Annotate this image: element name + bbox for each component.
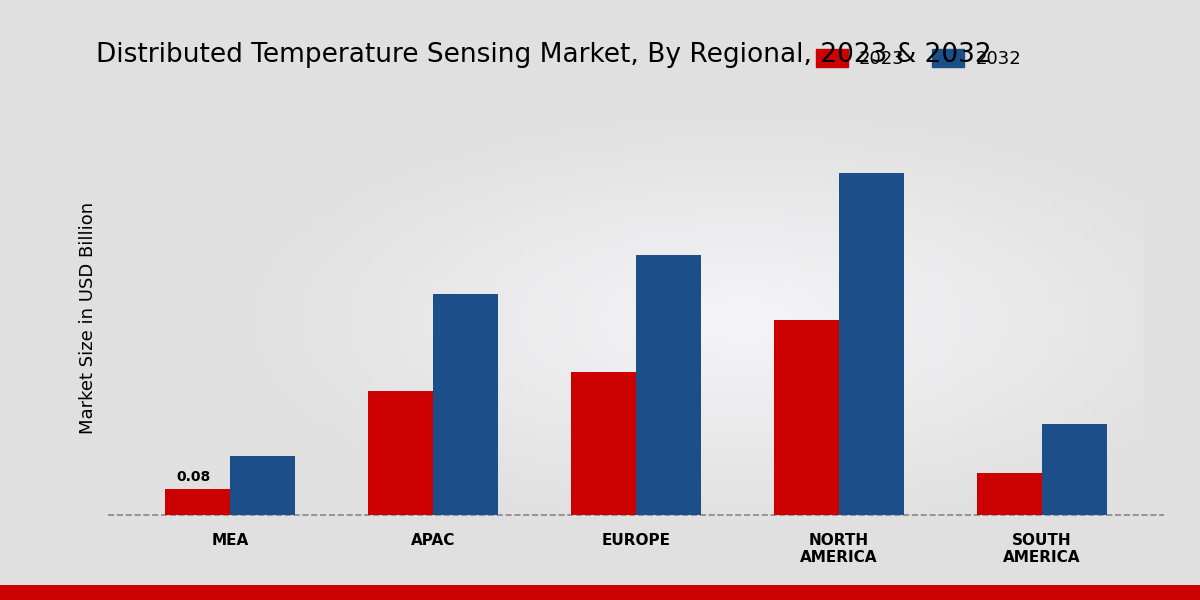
Bar [164, 489, 230, 515]
Bar [368, 391, 433, 515]
Text: Distributed Temperature Sensing Market, By Regional, 2023 & 2032: Distributed Temperature Sensing Market, … [96, 42, 991, 68]
Legend: 2023, 2032: 2023, 2032 [809, 41, 1028, 75]
Bar [433, 293, 498, 515]
Bar [1042, 424, 1108, 515]
Bar [636, 254, 701, 515]
Bar [977, 473, 1042, 515]
Bar [774, 320, 839, 515]
Bar [839, 173, 904, 515]
Y-axis label: Market Size in USD Billion: Market Size in USD Billion [79, 202, 97, 434]
Text: 0.08: 0.08 [176, 470, 210, 484]
Bar [571, 372, 636, 515]
Bar [230, 457, 295, 515]
